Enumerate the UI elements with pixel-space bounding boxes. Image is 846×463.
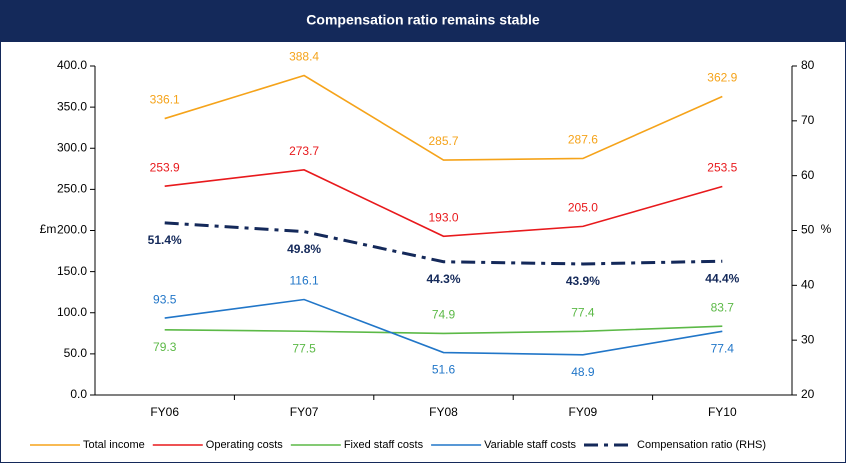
series-line [164, 325, 723, 335]
data-label: 362.9 [707, 71, 737, 85]
data-label: 74.9 [432, 308, 456, 322]
legend-label: Operating costs [206, 439, 284, 451]
legend-label: Variable staff costs [484, 439, 576, 451]
data-label: 51.4% [148, 233, 182, 247]
y2-tick-label: 80 [801, 58, 815, 72]
y-tick-label: 50.0 [64, 346, 88, 360]
data-label: 43.9% [566, 274, 600, 288]
series-line [164, 74, 723, 161]
data-label: 253.9 [150, 160, 180, 174]
chart-title: Compensation ratio remains stable [306, 12, 540, 28]
data-label: 79.3 [153, 340, 177, 354]
x-tick-label: FY07 [290, 405, 319, 419]
y2-tick-label: 50 [801, 223, 815, 237]
data-label: 51.6 [432, 363, 456, 377]
y-tick-label: 350.0 [57, 99, 87, 113]
y-tick-label: 300.0 [57, 140, 87, 154]
legend-label: Compensation ratio (RHS) [637, 439, 766, 451]
y-tick-label: 100.0 [57, 305, 87, 319]
y2-tick-label: 40 [801, 278, 815, 292]
data-label: 388.4 [289, 50, 319, 64]
y2-tick-label: 30 [801, 332, 815, 346]
data-label: 77.4 [711, 342, 735, 356]
x-tick-label: FY09 [569, 405, 598, 419]
data-label: 48.9 [571, 365, 595, 379]
y-tick-label: 250.0 [57, 182, 87, 196]
legend-label: Total income [83, 439, 145, 451]
data-label: 193.0 [428, 210, 458, 224]
data-label: 49.8% [287, 242, 321, 256]
data-label: 44.3% [426, 272, 460, 286]
y2-tick-label: 70 [801, 113, 815, 127]
data-label: 273.7 [289, 144, 319, 158]
y2-tick-label: 60 [801, 168, 815, 182]
y-tick-label: 400.0 [57, 58, 87, 72]
y2-axis-label: % [821, 222, 832, 236]
data-label: 77.4 [571, 306, 595, 320]
series-line [164, 298, 723, 356]
y2-tick-label: 20 [801, 387, 815, 401]
y-tick-label: 200.0 [57, 223, 87, 237]
data-label: 253.5 [707, 161, 737, 175]
title-bar [0, 0, 846, 42]
data-label: 336.1 [150, 93, 180, 107]
data-label: 287.6 [568, 133, 598, 147]
data-label: 116.1 [290, 274, 319, 288]
data-label: 77.5 [292, 341, 316, 355]
legend-label: Fixed staff costs [344, 439, 424, 451]
data-label: 44.4% [705, 271, 739, 285]
y-tick-label: 150.0 [57, 264, 87, 278]
data-label: 93.5 [153, 292, 177, 306]
y-axis-label: £m [40, 222, 57, 236]
x-tick-label: FY06 [150, 405, 179, 419]
data-label: 285.7 [428, 134, 458, 148]
data-label: 205.0 [568, 201, 598, 215]
series-line [164, 169, 723, 238]
x-tick-label: FY10 [708, 405, 737, 419]
data-label: 83.7 [711, 300, 735, 314]
y-tick-label: 0.0 [70, 387, 87, 401]
series-line [164, 221, 723, 266]
x-tick-label: FY08 [429, 405, 458, 419]
